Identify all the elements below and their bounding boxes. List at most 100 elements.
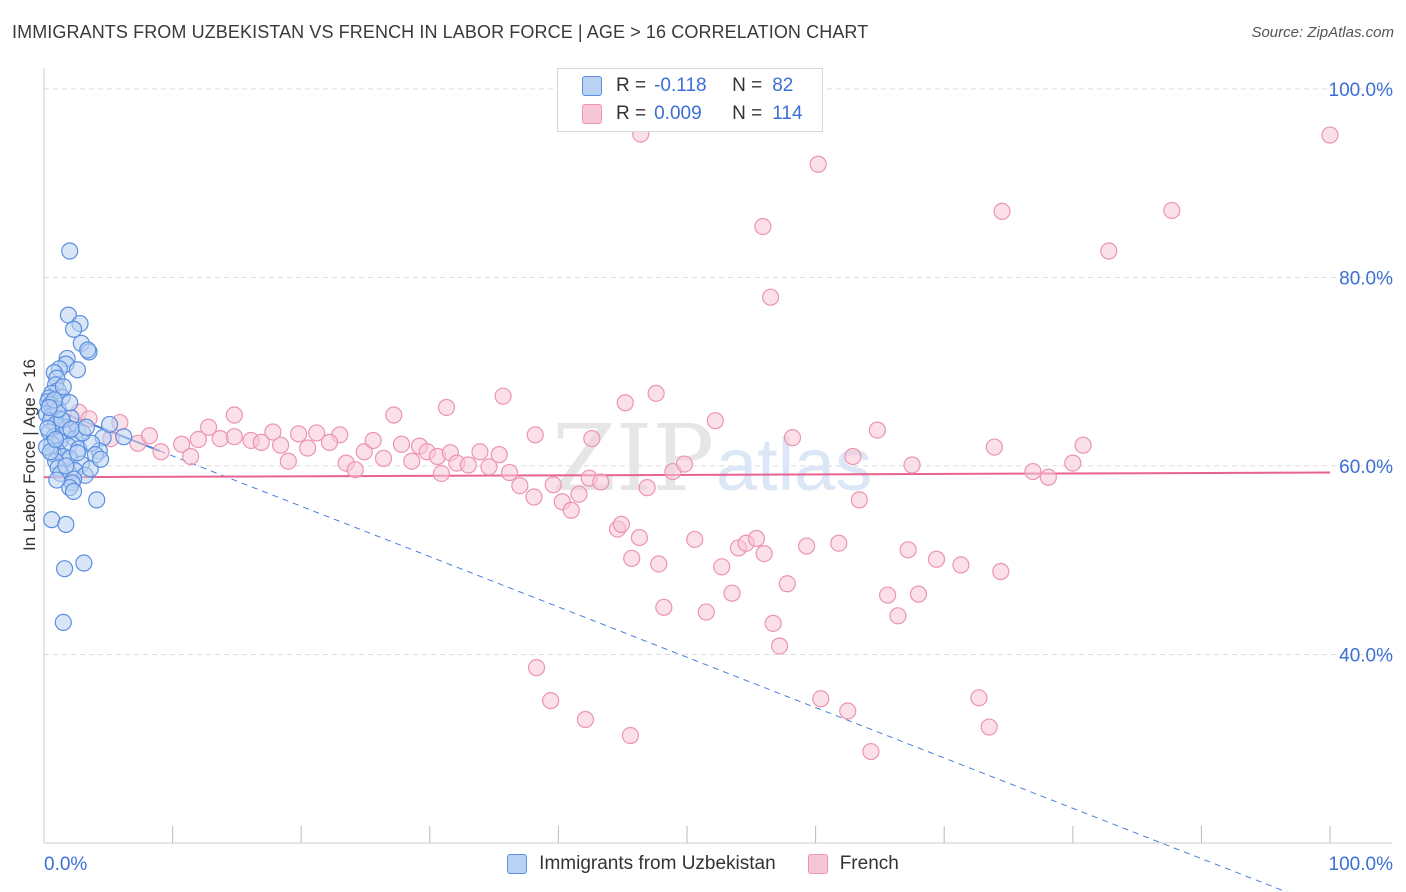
uzbekistan-trend-dashed <box>159 450 1288 892</box>
french-point <box>899 541 917 559</box>
legend-row-french: R = 0.009 N = 114 <box>582 102 803 126</box>
french-point <box>320 433 339 451</box>
uzbekistan-point <box>54 378 72 396</box>
french-point <box>850 491 868 509</box>
french-point <box>490 446 508 464</box>
tick-labels: 40.0% 60.0% 80.0% 100.0% 0.0% 100.0% <box>44 80 1393 875</box>
uzbekistan-point <box>61 394 79 412</box>
y-tick-label: 100.0% <box>1329 80 1394 101</box>
legend-n-label: N = <box>732 75 763 96</box>
french-point <box>494 387 512 405</box>
french-point <box>1074 436 1092 454</box>
legend-r-value: -0.118 <box>654 75 707 96</box>
french-point <box>583 429 601 448</box>
french-point <box>526 426 544 444</box>
french-point <box>272 436 290 454</box>
legend-r-label: R = <box>616 103 647 124</box>
french-point <box>576 710 595 729</box>
legend-r-label: R = <box>616 75 647 96</box>
y-tick-label: 60.0% <box>1339 457 1393 478</box>
legend-swatch-blue <box>507 854 528 874</box>
french-point <box>200 418 218 436</box>
uzbekistan-point <box>54 613 72 632</box>
uzbekistan-point <box>64 320 83 338</box>
source-label: Source: ZipAtlas.com <box>1251 24 1394 41</box>
uzbekistan-point <box>62 420 80 438</box>
french-point <box>970 689 988 707</box>
french-point <box>437 398 456 417</box>
french-point <box>879 586 897 604</box>
french-point <box>182 447 200 466</box>
french-point <box>755 544 773 563</box>
french-point <box>927 550 946 568</box>
stats-legend: R = -0.118 N = 82 R = 0.009 N = 114 <box>557 68 823 132</box>
legend-n-value: 82 <box>772 75 794 96</box>
uzbekistan-point <box>57 457 75 475</box>
uzbekistan-point <box>64 482 83 500</box>
legend-swatch-pink <box>807 854 828 874</box>
uzbekistan-point <box>100 415 119 434</box>
french-point <box>544 476 562 494</box>
legend-item-french[interactable]: French <box>807 853 899 875</box>
french-point <box>527 659 546 677</box>
french-point <box>225 406 243 424</box>
x-tick-label: 100.0% <box>1329 854 1394 875</box>
french-point <box>770 637 789 655</box>
uzbekistan-points <box>37 242 133 632</box>
uzbekistan-point <box>46 430 65 449</box>
french-point <box>868 421 886 439</box>
french-point <box>638 479 656 497</box>
x-tick-label: 0.0% <box>44 854 87 875</box>
uzbekistan-point <box>55 560 74 578</box>
uzbekistan-point <box>61 242 79 260</box>
french-points <box>70 125 1339 761</box>
legend-item-uzbekistan[interactable]: Immigrants from Uzbekistan <box>507 853 776 875</box>
french-point <box>385 406 403 424</box>
chart-title: IMMIGRANTS FROM UZBEKISTAN VS FRENCH IN … <box>12 22 869 42</box>
french-point <box>686 530 704 549</box>
french-point <box>225 428 243 446</box>
french-point <box>778 575 796 593</box>
y-tick-label: 80.0% <box>1339 268 1393 289</box>
french-point <box>173 435 191 453</box>
french-point <box>723 584 741 602</box>
uzbekistan-point <box>75 554 93 572</box>
french-trend-line <box>43 471 1331 479</box>
french-point <box>809 155 827 173</box>
french-point <box>839 702 857 720</box>
french-point <box>889 607 907 625</box>
uzbekistan-point <box>68 444 87 462</box>
french-point <box>1039 468 1057 486</box>
legend-swatch-pink <box>582 104 602 124</box>
french-point <box>355 443 373 461</box>
french-point <box>480 458 498 476</box>
french-point <box>761 288 780 306</box>
french-point <box>562 501 580 519</box>
french-point <box>1100 242 1118 260</box>
french-point <box>459 456 477 474</box>
french-point <box>655 598 673 616</box>
uzbekistan-point <box>57 515 75 533</box>
uzbekistan-point <box>48 471 66 489</box>
french-point <box>616 394 634 412</box>
y-axis-label: In Labor Force | Age > 16 <box>20 359 39 551</box>
french-point <box>952 556 970 574</box>
french-point <box>754 217 772 236</box>
french-point <box>621 726 640 745</box>
french-point <box>252 433 270 451</box>
uzbekistan-point <box>115 428 133 446</box>
legend-label: Immigrants from Uzbekistan <box>539 853 776 874</box>
french-point <box>264 423 282 441</box>
french-point <box>764 614 782 632</box>
french-point <box>783 429 802 447</box>
french-point <box>623 549 641 567</box>
uzbekistan-point <box>79 341 97 359</box>
french-point <box>903 456 921 474</box>
french-point <box>630 528 649 547</box>
french-point <box>570 485 588 503</box>
french-point <box>500 463 519 482</box>
french-point <box>374 449 393 467</box>
french-point <box>747 529 766 548</box>
french-point <box>844 447 862 466</box>
